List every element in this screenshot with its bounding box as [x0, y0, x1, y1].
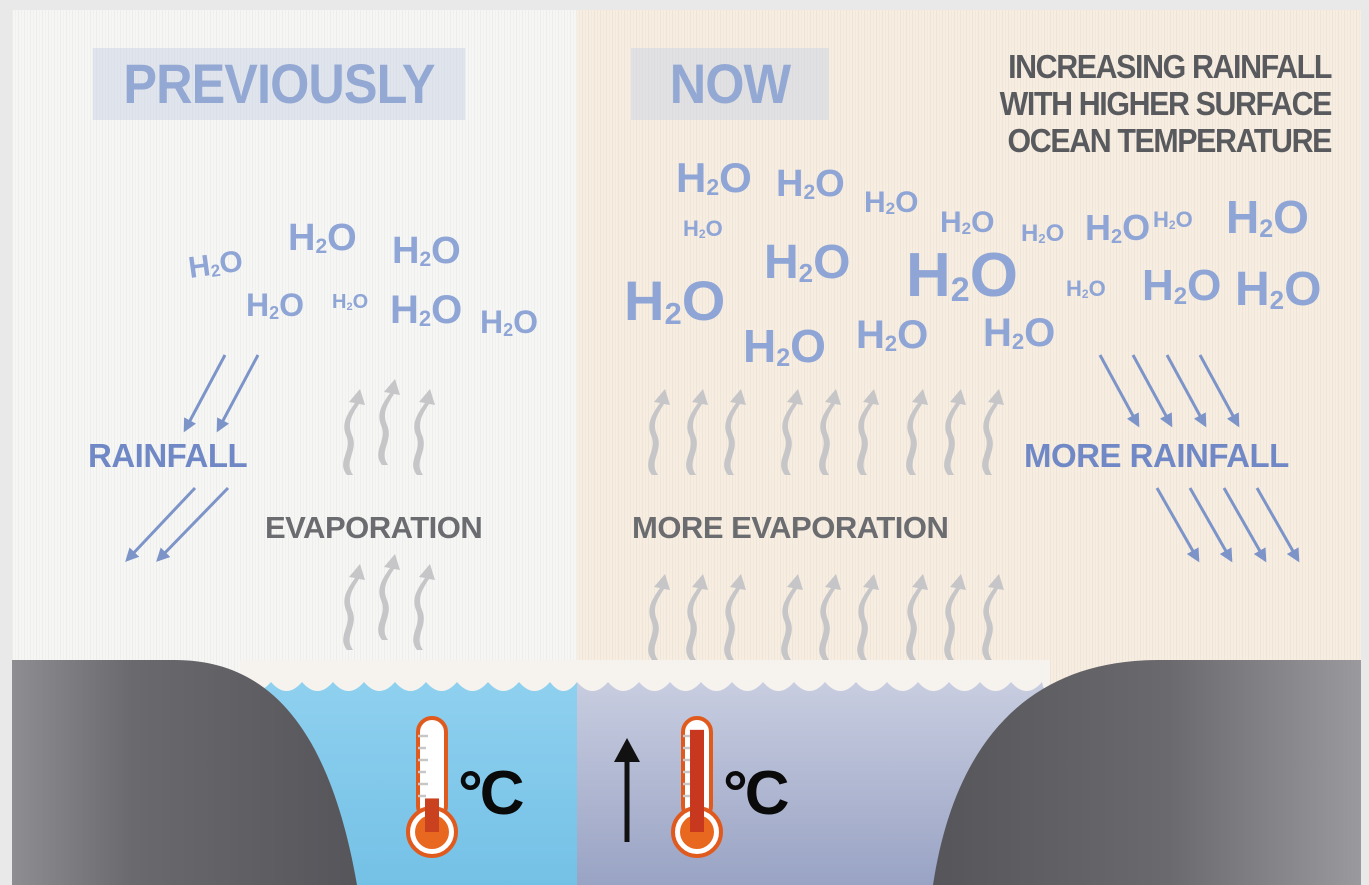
rain-arrow-icon: [1165, 354, 1207, 428]
rainfall-label: RAINFALL: [88, 437, 248, 474]
rain-arrow-icon: [1222, 487, 1267, 563]
land-left: [12, 660, 357, 885]
rain-arrow-icon: [125, 486, 197, 562]
rain-arrow-icon: [1155, 487, 1200, 563]
thermometer-previously-icon: [406, 716, 458, 858]
wave-crest-previously: [240, 660, 577, 691]
h2o-molecule: H2O: [1226, 191, 1309, 243]
h2o-molecule: H2O: [1021, 220, 1064, 247]
headline-line-3: OCEAN TEMPERATURE: [1007, 122, 1333, 159]
now-title: NOW: [631, 48, 829, 120]
rain-arrow-icon: [1255, 487, 1300, 563]
rain-arrow-icon: [216, 354, 260, 433]
more-evaporation-label: MORE EVAPORATION: [632, 510, 949, 545]
previously-title: PREVIOUSLY: [92, 48, 466, 120]
celsius-now: °C: [723, 759, 790, 828]
land-right: [933, 660, 1361, 885]
rain-arrows: [125, 354, 1300, 563]
evaporation-label: EVAPORATION: [265, 510, 483, 545]
rain-arrow-icon: [1188, 487, 1233, 563]
h2o-molecule: H2O: [1153, 207, 1193, 232]
celsius-previously: °C: [458, 759, 525, 828]
more-rainfall-label: MORE RAINFALL: [1024, 437, 1289, 474]
up-arrow-icon: [614, 738, 640, 842]
h2o-molecule: H2O: [624, 269, 725, 332]
rain-arrow-icon: [183, 354, 227, 433]
h2o-molecule: H2O: [332, 291, 368, 313]
headline: INCREASING RAINFALL WITH HIGHER SURFACE …: [945, 48, 1333, 159]
thermometer-now-fill: [690, 729, 704, 832]
h2o-molecule: H2O: [743, 320, 826, 372]
rain-arrow-icon: [1198, 354, 1240, 428]
rain-arrow-icon: [1131, 354, 1173, 428]
rain-arrow-icon: [1098, 354, 1140, 428]
thermometer-now-icon: [671, 716, 723, 858]
h2o-molecule: H2O: [186, 245, 245, 285]
headline-line-1: INCREASING RAINFALL: [1008, 48, 1332, 85]
headline-line-2: WITH HIGHER SURFACE: [999, 85, 1333, 122]
thermometer-previously-fill: [425, 798, 439, 832]
h2o-molecule: H2O: [246, 287, 304, 323]
h2o-molecule: H2O: [683, 216, 723, 241]
wave-crest-now: [577, 660, 1050, 691]
rain-arrow-icon: [156, 486, 230, 562]
